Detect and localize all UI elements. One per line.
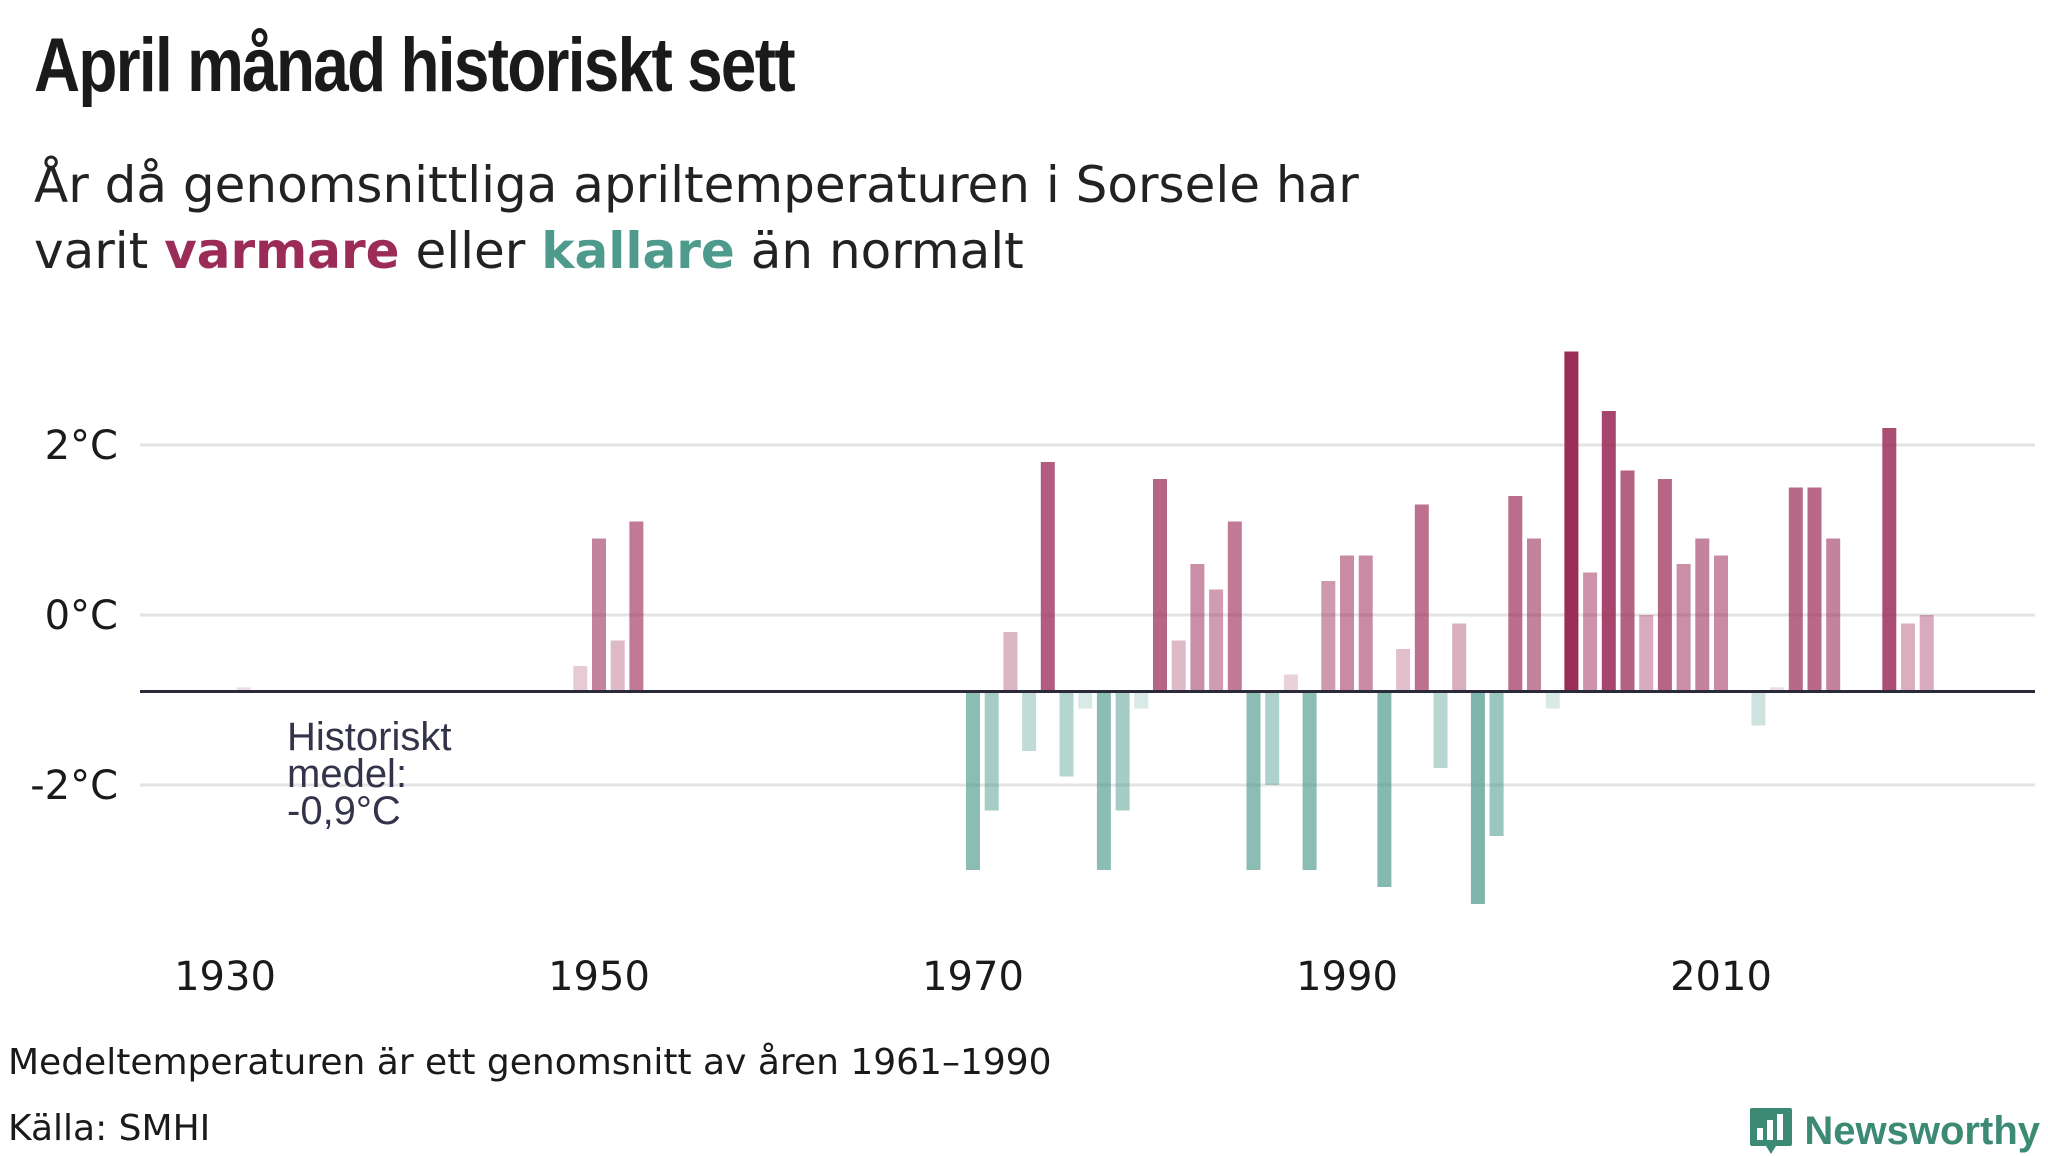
bar-warm bbox=[1527, 538, 1541, 692]
bar-warm bbox=[1171, 640, 1186, 692]
bar-warm bbox=[1283, 674, 1298, 692]
footnote: Medeltemperaturen är ett genomsnitt av å… bbox=[8, 1042, 1052, 1083]
bar-cold bbox=[1078, 691, 1093, 709]
bar-warm bbox=[1003, 632, 1018, 692]
bar-warm bbox=[1676, 564, 1691, 692]
bar-cold bbox=[1489, 691, 1504, 836]
bar-warm bbox=[1452, 623, 1467, 692]
subtitle-cold-word: kallare bbox=[541, 222, 735, 280]
bar-warm bbox=[1321, 581, 1336, 692]
bar-cold bbox=[1545, 691, 1560, 709]
bar-warm bbox=[1190, 564, 1205, 692]
bar-warm bbox=[1209, 589, 1224, 692]
bar-warm bbox=[1340, 555, 1354, 692]
bar-cold bbox=[984, 691, 999, 811]
chart-subtitle: År då genomsnittliga apriltemperaturen i… bbox=[34, 152, 1359, 284]
bar-warm bbox=[629, 521, 644, 692]
bar-cold bbox=[1022, 691, 1037, 751]
bar-warm bbox=[610, 640, 625, 692]
bar-cold bbox=[1059, 691, 1074, 777]
bar-warm bbox=[1919, 615, 1934, 692]
subtitle-text-mid: eller bbox=[399, 222, 542, 280]
bar-chart-logo-icon bbox=[1750, 1108, 1793, 1154]
y-tick-label: 0°C bbox=[45, 593, 118, 639]
bars bbox=[236, 351, 1934, 904]
bar-warm bbox=[592, 538, 606, 692]
temperature-bar-chart: 2°C 0°C -2°C 1930 1950 1970 1990 2010 Historis… bbox=[30, 351, 2035, 1000]
bar-warm bbox=[1714, 555, 1728, 692]
bar-warm bbox=[236, 687, 251, 692]
bar-warm bbox=[1826, 538, 1841, 692]
bar-warm bbox=[573, 666, 588, 692]
bar-warm bbox=[1040, 462, 1055, 692]
x-axis-ticks: 1930 1950 1970 1990 2010 bbox=[174, 954, 1772, 1000]
annotation-line: -0,9°C bbox=[287, 789, 401, 833]
y-axis-ticks: 2°C 0°C -2°C bbox=[30, 423, 118, 809]
x-tick-label: 1970 bbox=[922, 954, 1024, 1000]
bar-warm bbox=[1620, 470, 1635, 692]
x-tick-label: 1950 bbox=[548, 954, 650, 1000]
x-tick-label: 2010 bbox=[1670, 954, 1772, 1000]
bar-warm bbox=[1770, 687, 1785, 692]
y-tick-label: 2°C bbox=[45, 423, 118, 469]
bar-cold bbox=[966, 691, 980, 870]
bar-cold bbox=[1246, 691, 1261, 870]
source-credit: Källa: SMHI bbox=[8, 1108, 211, 1149]
x-tick-label: 1930 bbox=[174, 954, 276, 1000]
bar-warm bbox=[1601, 411, 1616, 692]
bar-warm bbox=[1882, 428, 1897, 692]
bar-cold bbox=[1265, 691, 1280, 785]
subtitle-text-end: än normalt bbox=[734, 222, 1024, 280]
x-tick-label: 1990 bbox=[1296, 954, 1398, 1000]
bar-warm bbox=[1788, 487, 1803, 692]
brand-name: Newsworthy bbox=[1804, 1108, 2040, 1153]
bar-warm bbox=[1153, 479, 1167, 692]
bar-warm bbox=[1227, 521, 1242, 692]
bar-warm bbox=[1414, 504, 1429, 692]
y-tick-label: -2°C bbox=[30, 763, 118, 809]
bar-warm bbox=[1508, 496, 1523, 692]
bar-warm bbox=[1583, 572, 1598, 692]
bar-warm bbox=[1639, 615, 1654, 692]
bar-cold bbox=[1134, 691, 1149, 709]
bar-warm bbox=[1358, 555, 1373, 692]
bar-warm bbox=[1396, 649, 1411, 692]
bar-cold bbox=[1115, 691, 1130, 811]
annotation-line: Historiskt bbox=[287, 715, 451, 759]
bar-warm bbox=[1657, 479, 1672, 692]
bar-warm bbox=[1901, 623, 1915, 692]
bar-warm bbox=[1695, 538, 1710, 692]
bar-warm bbox=[1807, 487, 1822, 692]
bar-cold bbox=[1096, 691, 1111, 870]
bar-cold bbox=[1470, 691, 1485, 904]
chart-title: April månad historiskt sett bbox=[34, 23, 796, 108]
bar-cold bbox=[1751, 691, 1766, 726]
subtitle-warm-word: varmare bbox=[164, 222, 400, 280]
bar-cold bbox=[1302, 691, 1317, 870]
bar-warm bbox=[1564, 351, 1579, 692]
bar-cold bbox=[1433, 691, 1448, 768]
subtitle-text-start: År då genomsnittliga apriltemperaturen i… bbox=[34, 156, 1359, 280]
bar-cold bbox=[1377, 691, 1392, 887]
brand-logo: Newsworthy bbox=[1748, 1106, 2040, 1156]
annotation-line: medel: bbox=[287, 752, 407, 796]
